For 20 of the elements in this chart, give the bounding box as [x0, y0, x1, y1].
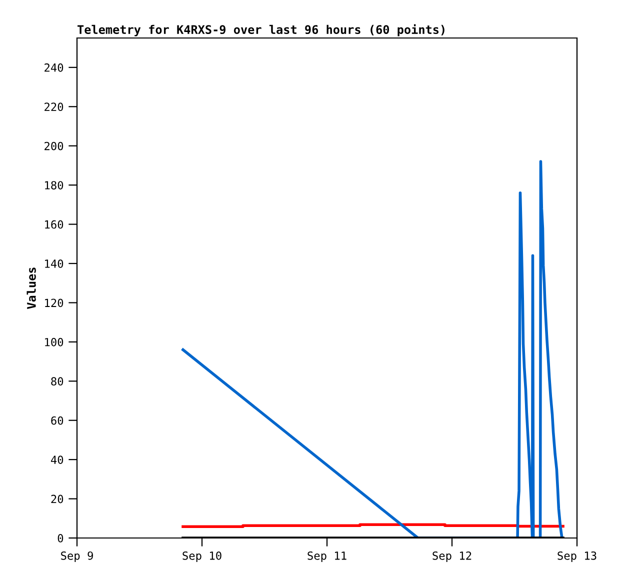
y-tick-label: 120 — [45, 298, 64, 308]
y-tick-label: 0 — [58, 534, 64, 542]
y-tick-label: 160 — [45, 220, 64, 229]
y-tick-label: 180 — [45, 181, 64, 190]
y-tick-label: 200 — [44, 142, 64, 150]
y-tick-label: 20 — [51, 494, 64, 504]
x-tick-label: Sep 10 — [182, 551, 222, 562]
y-axis-title: Values — [26, 268, 36, 309]
x-tick-label: Sep 12 — [432, 551, 472, 562]
y-tick-label: 60 — [51, 416, 64, 425]
x-tick-label: Sep 13 — [558, 551, 596, 562]
y-tick-label: 140 — [45, 259, 64, 268]
y-tick-label: 40 — [50, 456, 64, 464]
y-tick-label: 240 — [44, 63, 64, 72]
x-tick-label: Sep 11 — [308, 551, 346, 562]
x-tick-label: Sep 9 — [61, 551, 93, 562]
y-tick-label: 220 — [44, 102, 64, 112]
y-tick-label: 80 — [51, 377, 64, 386]
y-tick-label: 100 — [45, 338, 64, 346]
chart-title: Telemetry for K4RXS-9 over last 96 hours (60 points) — [78, 24, 444, 36]
